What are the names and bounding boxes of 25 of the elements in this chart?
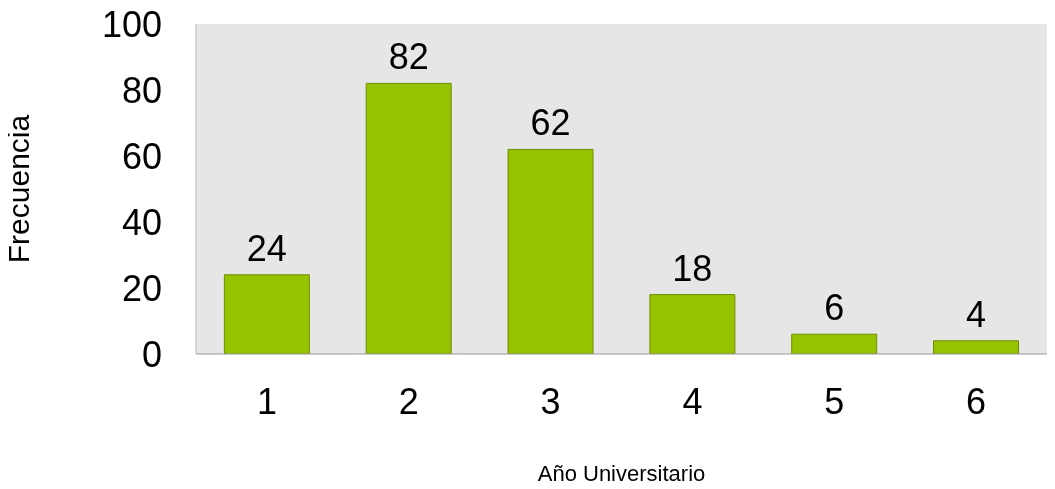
y-tick-label: 40 xyxy=(121,201,162,243)
y-tick-label: 0 xyxy=(141,333,162,375)
data-label: 6 xyxy=(824,287,845,329)
data-label: 24 xyxy=(246,227,287,269)
bar xyxy=(649,294,736,354)
x-tick-label: 2 xyxy=(398,380,419,422)
data-label: 4 xyxy=(966,293,987,335)
y-tick-label: 80 xyxy=(121,69,162,111)
data-label: 62 xyxy=(530,102,571,144)
bar xyxy=(933,340,1020,354)
x-tick-label: 1 xyxy=(256,380,277,422)
y-tick-label: 100 xyxy=(101,3,162,45)
x-tick-label: 5 xyxy=(824,380,845,422)
data-label: 18 xyxy=(672,247,713,289)
x-tick-label: 4 xyxy=(682,380,703,422)
bar xyxy=(223,274,310,354)
y-tick-label: 20 xyxy=(121,267,162,309)
bar xyxy=(791,333,878,354)
x-axis-title: Año Universitario xyxy=(537,461,706,486)
bar xyxy=(365,82,452,354)
bar xyxy=(507,148,594,354)
data-label: 82 xyxy=(388,36,429,78)
x-tick-label: 6 xyxy=(966,380,987,422)
y-tick-label: 60 xyxy=(121,135,162,177)
x-tick-label: 3 xyxy=(540,380,561,422)
